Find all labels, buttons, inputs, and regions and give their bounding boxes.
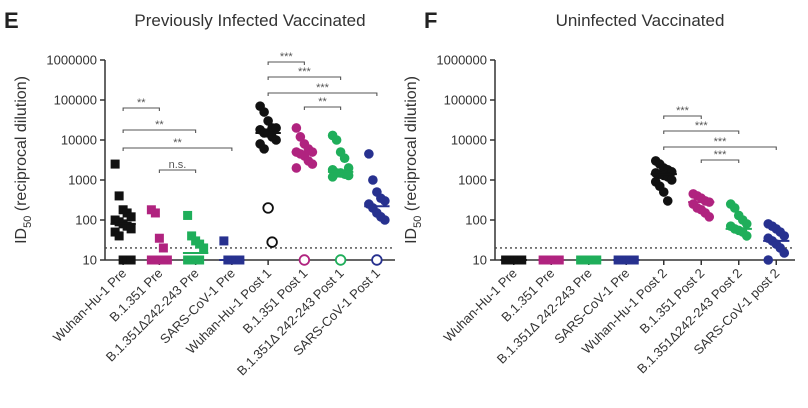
- y-tick-label: 10: [83, 253, 97, 268]
- significance-label: ***: [280, 51, 294, 63]
- data-point: [662, 196, 673, 206]
- y-tick-label: 1000000: [436, 53, 487, 68]
- data-point: [154, 233, 164, 243]
- data-point: [187, 231, 197, 241]
- significance-bracket: [122, 107, 160, 111]
- significance-bracket: [267, 61, 305, 65]
- data-point: [658, 187, 669, 197]
- data-point: [380, 215, 390, 225]
- y-tick-label: 10: [473, 253, 487, 268]
- chart-title: Previously Infected Vaccinated: [134, 11, 365, 30]
- data-point: [307, 159, 318, 169]
- data-point: [262, 202, 274, 214]
- data-point: [741, 219, 752, 229]
- data-point: [380, 196, 390, 206]
- data-point: [219, 236, 229, 246]
- data-point: [114, 231, 124, 241]
- data-point: [368, 175, 378, 185]
- data-point: [779, 248, 790, 258]
- y-tick-label: 1000: [68, 173, 97, 188]
- data-point: [259, 107, 269, 117]
- data-point: [331, 135, 342, 145]
- data-point: [729, 203, 740, 213]
- data-point: [295, 132, 306, 142]
- y-axis-label: ID50 (reciprocal dilution): [403, 76, 424, 244]
- y-tick-label: 1000000: [46, 53, 97, 68]
- significance-bracket: [267, 92, 378, 96]
- significance-bracket: [663, 146, 777, 150]
- significance-bracket: [122, 147, 233, 151]
- y-axis-label: ID50 (reciprocal dilution): [13, 76, 34, 244]
- data-point: [666, 175, 677, 185]
- significance-label: ***: [676, 105, 690, 117]
- significance-label: ***: [695, 120, 709, 132]
- significance-label: ***: [298, 66, 312, 78]
- data-point: [271, 135, 281, 145]
- data-point: [327, 172, 338, 182]
- panel-letter: F: [424, 8, 437, 33]
- data-point: [110, 159, 120, 169]
- y-tick-label: 100: [465, 213, 487, 228]
- y-label-main: ID: [403, 228, 420, 244]
- significance-label: **: [173, 137, 182, 149]
- data-point: [291, 123, 302, 133]
- data-point: [298, 254, 311, 266]
- significance-bracket: [122, 129, 197, 133]
- x-tick-label: B.1.351 Post 2: [636, 266, 707, 337]
- y-label-main: ID: [13, 228, 30, 244]
- data-point: [158, 243, 168, 253]
- data-point: [334, 254, 347, 266]
- chart-title: Uninfected Vaccinated: [556, 11, 725, 30]
- significance-label: **: [318, 96, 327, 108]
- data-point: [339, 153, 350, 164]
- y-tick-label: 10000: [451, 133, 487, 148]
- y-tick-label: 1000: [458, 173, 487, 188]
- data-point: [343, 170, 354, 181]
- y-label-rest: (reciprocal dilution): [13, 76, 30, 216]
- significance-label: **: [155, 119, 164, 131]
- y-label-sub: 50: [412, 216, 424, 228]
- data-point: [741, 231, 752, 241]
- y-tick-label: 100000: [54, 93, 97, 108]
- data-point: [291, 163, 302, 173]
- data-point: [364, 149, 374, 159]
- significance-bracket: [303, 106, 342, 110]
- data-point: [266, 236, 278, 248]
- data-point: [263, 116, 273, 126]
- significance-bracket: [663, 130, 740, 134]
- data-point: [126, 255, 136, 265]
- data-point: [271, 123, 281, 133]
- data-point: [126, 224, 136, 234]
- y-label-rest: (reciprocal dilution): [403, 76, 420, 216]
- data-point: [183, 210, 193, 220]
- significance-bracket: [663, 115, 702, 119]
- data-point: [779, 231, 790, 241]
- y-tick-label: 100: [75, 213, 97, 228]
- y-tick-label: 100000: [444, 93, 487, 108]
- significance-bracket: [267, 76, 342, 80]
- y-label-sub: 50: [22, 216, 34, 228]
- data-point: [150, 208, 160, 218]
- significance-label: ***: [316, 82, 330, 94]
- significance-bracket: [158, 169, 197, 173]
- data-point: [126, 212, 136, 222]
- data-point: [704, 212, 715, 222]
- significance-label: ***: [714, 136, 728, 148]
- significance-label: **: [137, 97, 146, 109]
- y-tick-label: 10000: [61, 133, 97, 148]
- significance-label: ***: [714, 149, 728, 161]
- data-point: [199, 243, 209, 253]
- data-point: [763, 255, 774, 265]
- panel-letter: E: [4, 8, 19, 33]
- data-point: [195, 255, 205, 265]
- significance-label: n.s.: [169, 159, 187, 171]
- data-point: [371, 254, 383, 266]
- significance-bracket: [700, 159, 740, 163]
- data-point: [259, 144, 269, 154]
- data-point: [114, 191, 124, 201]
